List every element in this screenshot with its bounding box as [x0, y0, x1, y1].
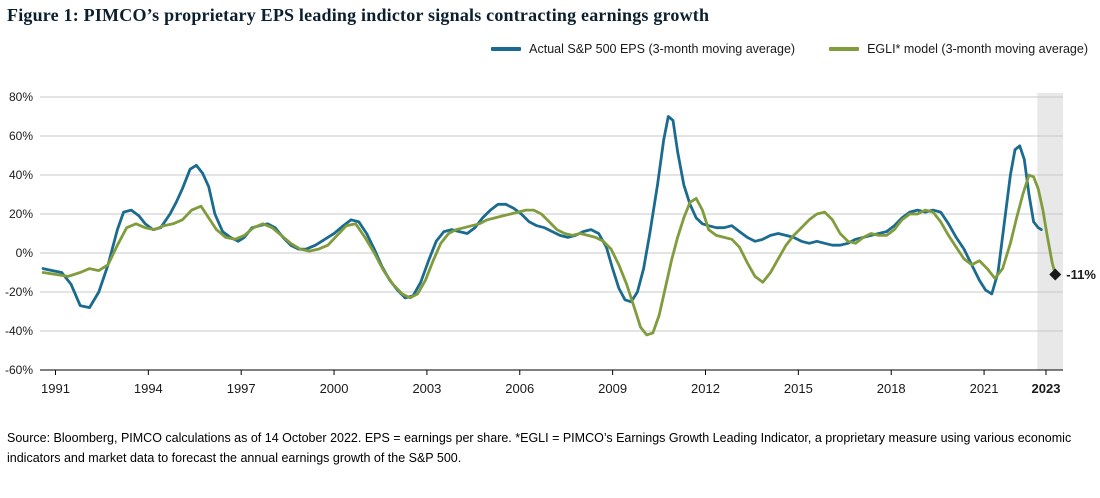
x-axis-label: 1991: [41, 381, 70, 396]
x-axis-label: 2023: [1032, 381, 1061, 396]
x-axis-label: 2021: [970, 381, 999, 396]
y-axis-label: 60%: [9, 129, 33, 143]
legend-swatch-egli-model: [829, 47, 860, 51]
x-axis-label: 2012: [691, 381, 720, 396]
x-axis-label: 1997: [227, 381, 256, 396]
x-axis-label: 2003: [412, 381, 441, 396]
legend-label-actual-eps: Actual S&P 500 EPS (3-month moving avera…: [529, 42, 796, 56]
x-axis-label: 2009: [598, 381, 627, 396]
series-line-egli-model: [41, 173, 1057, 337]
legend-item-egli-model: EGLI* model (3-month moving average): [829, 42, 1088, 56]
y-axis-label: -20%: [5, 285, 33, 299]
y-axis-label: 20%: [9, 207, 33, 221]
series-line-actual-eps: [41, 115, 1043, 310]
y-axis-label: 40%: [9, 168, 33, 182]
x-axis-label: 2018: [877, 381, 906, 396]
source-note: Source: Bloomberg, PIMCO calculations as…: [7, 431, 1072, 466]
x-axis-label: 2006: [505, 381, 534, 396]
y-axis-label: 80%: [9, 90, 33, 104]
x-axis-label: 2000: [320, 381, 349, 396]
forecast-shaded-region: [1037, 93, 1063, 370]
annotation-value-label: -11%: [1066, 267, 1096, 282]
x-axis-label: 2015: [784, 381, 813, 396]
y-axis-label: -40%: [5, 324, 33, 338]
legend-item-actual-eps: Actual S&P 500 EPS (3-month moving avera…: [491, 42, 795, 56]
x-axis-label: 1994: [134, 381, 163, 396]
legend-swatch-actual-eps: [491, 47, 522, 51]
y-axis-label: -60%: [5, 363, 33, 377]
annotation-diamond-marker: [1049, 268, 1062, 281]
y-axis-label: 0%: [16, 246, 34, 260]
legend-label-egli-model: EGLI* model (3-month moving average): [867, 42, 1088, 56]
figure-title: Figure 1: PIMCO’s proprietary EPS leadin…: [7, 5, 710, 25]
chart-legend: Actual S&P 500 EPS (3-month moving avera…: [491, 42, 1088, 56]
